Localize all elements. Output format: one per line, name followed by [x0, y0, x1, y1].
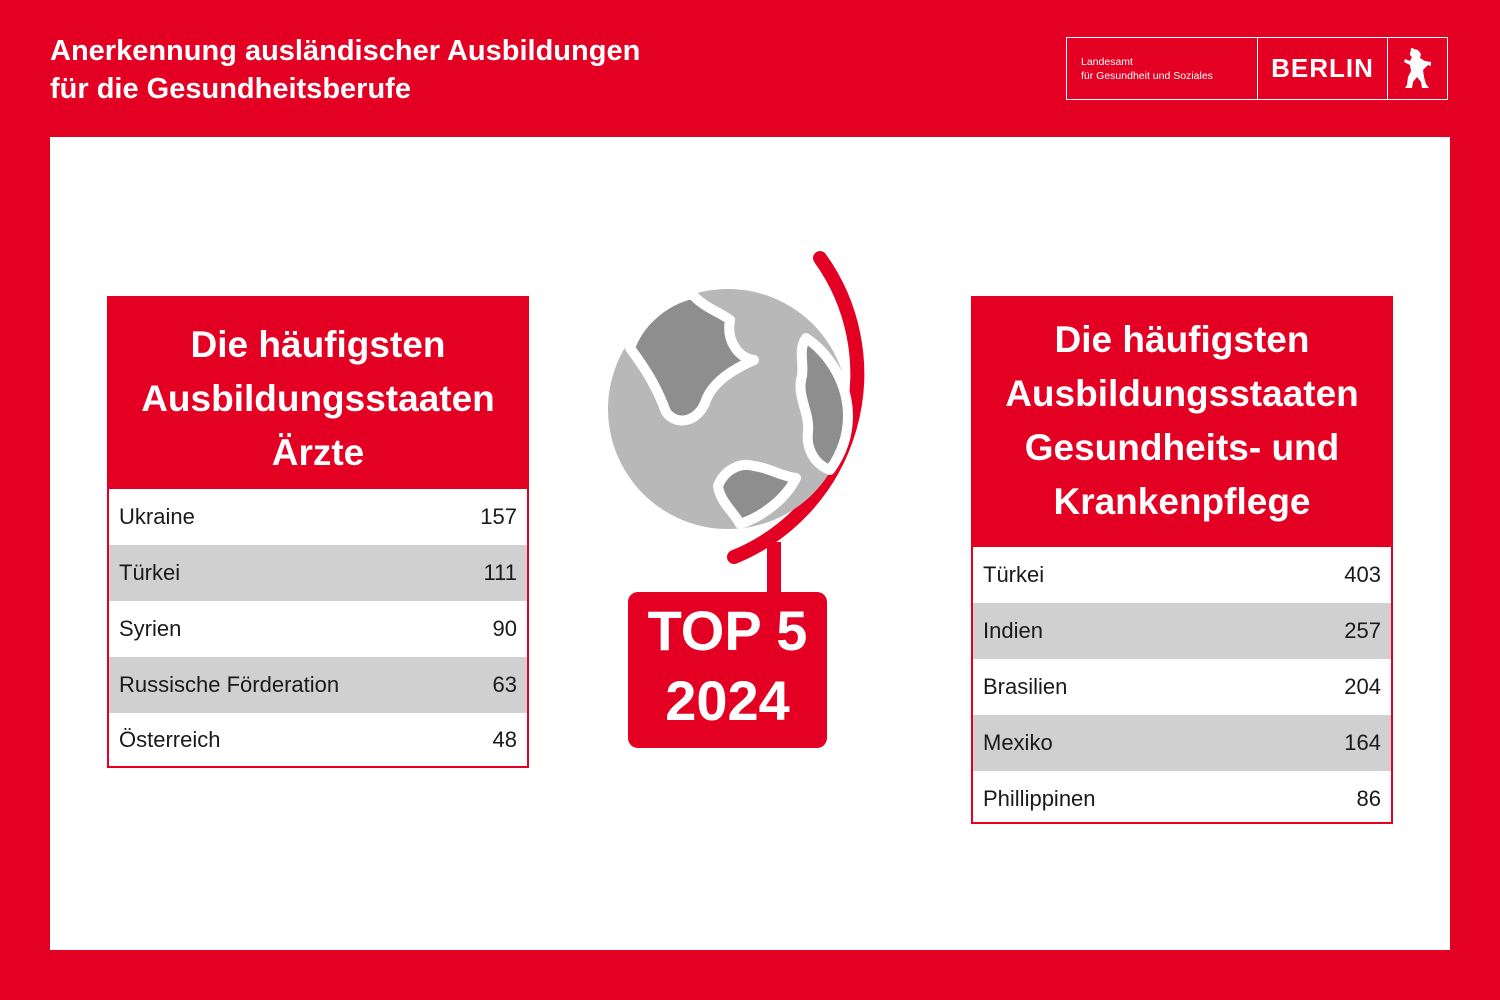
count-value: 48 [492, 726, 517, 752]
globe-continent [713, 460, 801, 529]
ranking-heading: Die häufigsten Ausbildungsstaaten Ärzte [109, 298, 527, 489]
berlin-logo: Landesamt für Gesundheit und Soziales BE… [1066, 37, 1448, 100]
country-name: Mexiko [983, 730, 1053, 755]
globe-continent [625, 289, 759, 426]
country-name: Österreich [119, 726, 221, 752]
ranking-heading-line: Die häufigsten [190, 324, 446, 365]
table-row: Russische Förderation 63 [109, 657, 527, 713]
count-value: 63 [492, 672, 517, 697]
count-value: 86 [1356, 786, 1381, 811]
ranking-heading-line: Die häufigsten [1054, 319, 1310, 360]
count-value: 157 [480, 504, 517, 529]
ranking-heading-line: Ärzte [271, 432, 365, 473]
ranking-list: Ukraine 157 Türkei 111 Syrien 90 Russisc… [109, 489, 527, 766]
page-title-line-1: Anerkennung ausländischer Ausbildungen [50, 35, 641, 67]
table-row: Türkei 403 [973, 547, 1391, 603]
content-panel: Die häufigsten Ausbildungsstaaten Ärzte … [50, 137, 1450, 950]
country-name: Türkei [983, 562, 1045, 587]
ranking-heading-line: Ausbildungsstaaten [141, 378, 495, 419]
count-value: 403 [1344, 562, 1381, 587]
page-title-line-2: für die Gesundheitsberufe [50, 73, 411, 105]
count-value: 90 [492, 616, 517, 641]
table-row: Ukraine 157 [109, 489, 527, 545]
badge-label: TOP 5 [647, 599, 808, 662]
ranking-list: Türkei 403 Indien 257 Brasilien 204 Mexi… [973, 547, 1391, 827]
ranking-heading-line: Krankenpflege [1053, 481, 1311, 522]
table-row: Syrien 90 [109, 601, 527, 657]
ranking-table-doctors: Die häufigsten Ausbildungsstaaten Ärzte … [107, 296, 529, 768]
country-name: Indien [983, 618, 1043, 643]
country-name: Syrien [119, 616, 182, 641]
top5-badge: TOP 5 2024 [628, 592, 827, 748]
globe-continent [795, 333, 853, 475]
table-row: Mexiko 164 [973, 715, 1391, 771]
table-row: Österreich 48 [109, 713, 527, 766]
city-name: BERLIN [1258, 38, 1388, 99]
country-name: Ukraine [119, 504, 195, 529]
country-name: Türkei [119, 560, 181, 585]
ranking-heading-line: Ausbildungsstaaten [1005, 373, 1359, 414]
badge-year: 2024 [665, 669, 790, 732]
agency-name: Landesamt für Gesundheit und Soziales [1067, 38, 1258, 99]
country-name: Brasilien [983, 674, 1068, 699]
country-name: Phillippinen [983, 786, 1096, 811]
count-value: 204 [1344, 674, 1381, 699]
page-title: Anerkennung ausländischer Ausbildungen f… [50, 32, 640, 108]
count-value: 111 [483, 560, 517, 585]
bear-icon [1388, 38, 1447, 99]
country-name: Russische Förderation [119, 672, 340, 697]
count-value: 164 [1344, 730, 1381, 755]
agency-name-line-1: Landesamt [1081, 56, 1133, 68]
table-row: Phillippinen 86 [973, 771, 1391, 827]
table-row: Brasilien 204 [973, 659, 1391, 715]
table-row: Türkei 111 [109, 545, 527, 601]
count-value: 257 [1344, 618, 1381, 643]
ranking-table-nursing: Die häufigsten Ausbildungsstaaten Gesund… [971, 296, 1393, 824]
ranking-heading: Die häufigsten Ausbildungsstaaten Gesund… [973, 298, 1391, 547]
table-row: Indien 257 [973, 603, 1391, 659]
ranking-heading-line: Gesundheits- und [1024, 427, 1340, 468]
agency-name-line-2: für Gesundheit und Soziales [1081, 70, 1213, 82]
